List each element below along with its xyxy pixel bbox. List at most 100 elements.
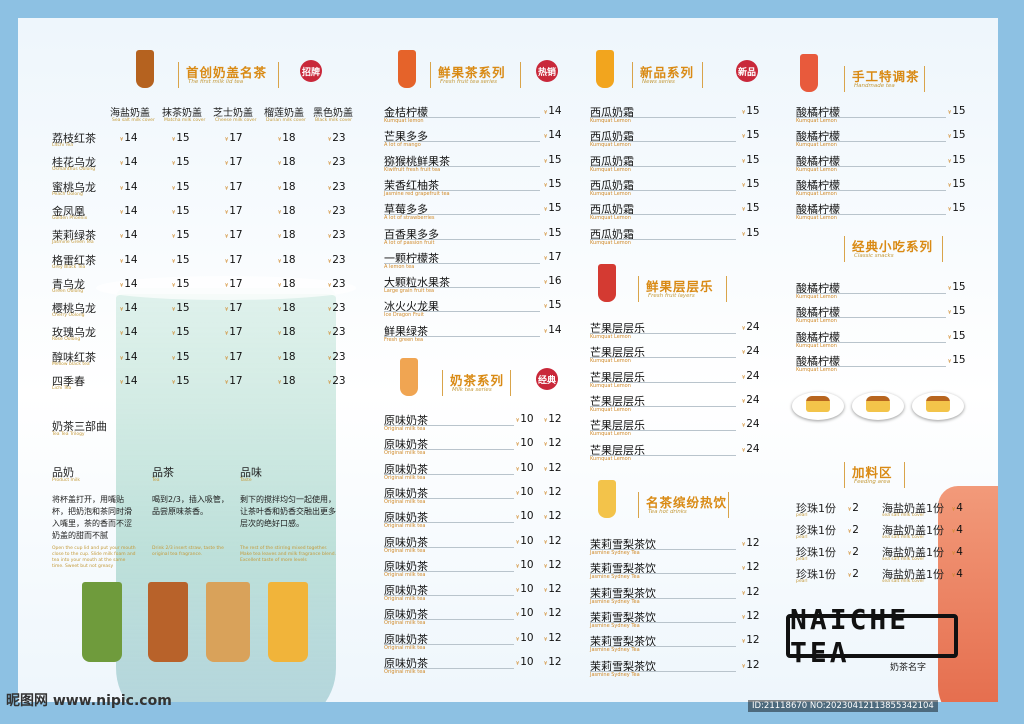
currency-symbol: ¥ bbox=[120, 137, 124, 143]
dotted-line bbox=[384, 619, 514, 621]
trilogy-title: 奶茶三部曲 bbox=[52, 420, 107, 433]
sec7-item: 酸橘柠檬 Kumquat Lemon ¥15 bbox=[796, 104, 978, 128]
currency-symbol: ¥ bbox=[948, 182, 952, 189]
item-name: 西瓜奶霜 bbox=[590, 130, 634, 144]
currency-symbol: ¥ bbox=[120, 331, 124, 338]
item-price: ¥12 bbox=[742, 586, 760, 598]
item-english-name: Ice Dragon Fruit bbox=[384, 312, 424, 319]
sec8-item: 酸橘柠檬 Kumquat Lemon ¥15 bbox=[796, 304, 978, 328]
matrix-price: ¥17 bbox=[225, 326, 243, 338]
topping-english: pearl bbox=[796, 513, 808, 518]
sec3-title: 奶茶系列 bbox=[450, 373, 505, 388]
item-price: ¥15 bbox=[948, 202, 966, 214]
item-english-name: Kumquat Lemon bbox=[796, 318, 837, 325]
price-value: 10 bbox=[520, 534, 534, 547]
price-value: 17 bbox=[548, 250, 562, 263]
item-name: 芒果多多 bbox=[384, 130, 428, 144]
matrix-price: ¥18 bbox=[278, 205, 296, 217]
topping-name-2: 海盐奶盖1份 bbox=[882, 502, 944, 515]
item-price-medium: ¥10 bbox=[516, 656, 534, 668]
price-value: 15 bbox=[176, 253, 190, 266]
matrix-price: ¥23 bbox=[328, 278, 346, 290]
price-value: 15 bbox=[952, 129, 966, 142]
matrix-price: ¥23 bbox=[328, 229, 346, 241]
dotted-line bbox=[590, 214, 736, 216]
matrix-price: ¥18 bbox=[278, 278, 296, 290]
price-value: 4 bbox=[956, 546, 963, 558]
item-name: 原味奶茶 bbox=[384, 632, 428, 646]
price-value: 17 bbox=[229, 253, 243, 266]
price-value: 12 bbox=[548, 656, 562, 668]
sec3-item: 原味奶茶 Original milk tea ¥10 ¥12 bbox=[384, 534, 574, 558]
item-english-name: Original milk tea bbox=[384, 426, 426, 432]
column-header: 黑色奶盖 bbox=[313, 108, 353, 119]
matrix-price: ¥23 bbox=[328, 205, 346, 217]
currency-symbol: ¥ bbox=[948, 358, 952, 365]
tea-name: 四季春 bbox=[52, 375, 85, 388]
dotted-line bbox=[590, 238, 736, 240]
item-price: ¥24 bbox=[742, 370, 760, 382]
price-value: 15 bbox=[548, 202, 562, 215]
price-value: 24 bbox=[746, 442, 760, 455]
tea-english-name: Lichi Tea bbox=[52, 386, 72, 391]
currency-symbol: ¥ bbox=[328, 355, 332, 362]
tea-name: 青乌龙 bbox=[52, 277, 85, 291]
item-price-medium: ¥10 bbox=[516, 486, 534, 498]
price-value: 15 bbox=[176, 277, 190, 290]
currency-symbol: ¥ bbox=[516, 418, 520, 424]
item-price: ¥24 bbox=[742, 345, 760, 357]
trilogy-step-english: Taste bbox=[240, 478, 252, 483]
sec2-title: 鲜果茶系列 bbox=[438, 65, 506, 80]
price-value: 17 bbox=[229, 156, 243, 169]
item-price: ¥12 bbox=[742, 659, 760, 671]
matrix-price: ¥18 bbox=[278, 229, 296, 241]
topping-price: ¥2 bbox=[848, 502, 859, 514]
sec4-item: 西瓜奶霜 Kumquat Lemon ¥15 bbox=[590, 104, 772, 128]
dotted-line bbox=[384, 311, 540, 313]
sec1-badge: 招牌 bbox=[300, 60, 322, 82]
currency-symbol: ¥ bbox=[742, 207, 746, 214]
item-name: 一颗柠檬茶 bbox=[384, 251, 439, 265]
dotted-line bbox=[590, 165, 736, 167]
currency-symbol: ¥ bbox=[742, 398, 746, 405]
price-value: 14 bbox=[124, 204, 138, 217]
item-name: 草莓多多 bbox=[384, 203, 428, 217]
item-price-medium: ¥10 bbox=[516, 413, 534, 425]
matrix-price: ¥15 bbox=[172, 326, 190, 338]
price-value: 23 bbox=[332, 375, 346, 387]
price-value: 15 bbox=[548, 226, 562, 239]
item-english-name: Kumquat Lemon bbox=[590, 190, 631, 197]
sec4-title: 新品系列 bbox=[640, 65, 695, 80]
currency-symbol: ¥ bbox=[278, 307, 282, 314]
dotted-line bbox=[384, 238, 540, 240]
currency-symbol: ¥ bbox=[544, 539, 548, 546]
item-name: 芒果层层乐 bbox=[590, 443, 645, 457]
sec5-divider-right bbox=[726, 276, 727, 302]
dotted-line bbox=[796, 317, 946, 319]
currency-symbol: ¥ bbox=[516, 661, 520, 667]
item-price: ¥15 bbox=[948, 178, 966, 190]
item-price: ¥16 bbox=[544, 275, 562, 287]
currency-symbol: ¥ bbox=[225, 258, 229, 265]
sec1-divider-left bbox=[178, 62, 179, 88]
item-english-name: Jasmine Sydney Tea bbox=[590, 647, 640, 654]
item-name: 原味奶茶 bbox=[384, 559, 428, 573]
item-price: ¥17 bbox=[544, 251, 562, 263]
price-value: 24 bbox=[746, 418, 760, 431]
price-value: 12 bbox=[548, 437, 562, 450]
dotted-line bbox=[384, 189, 540, 191]
currency-symbol: ¥ bbox=[172, 137, 176, 143]
price-value: 4 bbox=[956, 524, 963, 536]
item-price: ¥15 bbox=[742, 178, 760, 190]
item-price: ¥24 bbox=[742, 418, 760, 430]
item-english-name: A lot of strawberries bbox=[384, 215, 435, 222]
dotted-line bbox=[384, 643, 514, 645]
column-header-english: Black milk cover bbox=[315, 118, 353, 123]
item-price-large: ¥12 bbox=[544, 583, 562, 595]
item-english-name: Jasmine red grapefruit tea bbox=[384, 190, 450, 197]
currency-symbol: ¥ bbox=[544, 490, 548, 497]
watermark-id: ID:21118670 NO:20230412113855342104 bbox=[748, 700, 938, 712]
matrix-price: ¥14 bbox=[120, 326, 138, 338]
price-value: 18 bbox=[282, 302, 296, 315]
sec9-title: 加料区 bbox=[852, 465, 893, 480]
